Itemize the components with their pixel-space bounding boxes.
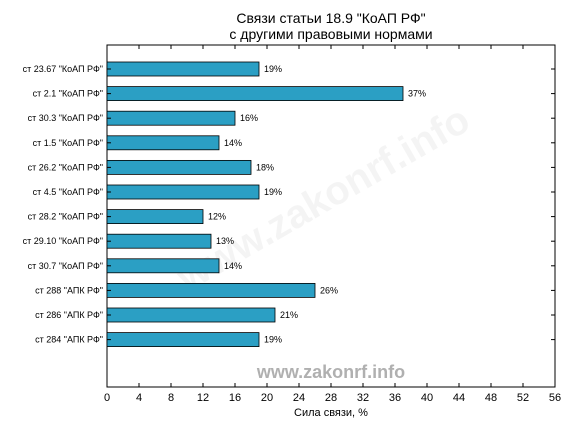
data-label: 26%	[320, 285, 338, 295]
category-label: ст 284 "АПК РФ"	[35, 335, 103, 345]
data-label: 12%	[208, 212, 226, 222]
data-label: 21%	[280, 310, 298, 320]
chart-title-line-1: Связи статьи 18.9 "КоАП РФ"	[236, 10, 425, 26]
bar	[106, 332, 260, 348]
x-tick-label: 24	[293, 392, 305, 404]
bar	[106, 86, 404, 101]
chart-title-line-2: с другими правовыми нормами	[229, 26, 432, 42]
x-tick-label: 44	[453, 392, 465, 404]
x-axis-label: Сила связи, %	[294, 407, 368, 419]
x-tick-label: 40	[421, 392, 433, 404]
bar	[106, 282, 316, 298]
bar	[106, 110, 236, 126]
x-tick-label: 52	[517, 392, 529, 404]
bar	[106, 61, 260, 77]
x-tick-label: 48	[485, 392, 497, 404]
category-label: ст 23.67 "КоАП РФ"	[23, 64, 103, 74]
x-tick-label: 0	[104, 392, 110, 404]
x-tick-label: 12	[197, 392, 209, 404]
x-tick-label: 20	[261, 392, 273, 404]
bar	[106, 209, 204, 225]
category-label: ст 288 "АПК РФ"	[35, 285, 103, 295]
data-label: 37%	[408, 89, 426, 99]
data-label: 19%	[264, 64, 282, 74]
x-tick-label: 36	[389, 392, 401, 404]
bar	[106, 184, 260, 200]
x-tick-label: 32	[357, 392, 369, 404]
data-label: 14%	[224, 138, 242, 148]
x-tick-label: 8	[168, 392, 174, 404]
data-label: 18%	[256, 162, 274, 172]
category-label: ст 1.5 "КоАП РФ"	[33, 138, 103, 148]
site-watermark: www.zakonrf.info	[256, 362, 405, 382]
category-label: ст 26.2 "КоАП РФ"	[28, 162, 103, 172]
category-label: ст 29.10 "КоАП РФ"	[23, 236, 103, 246]
category-label: ст 286 "АПК РФ"	[35, 310, 103, 320]
data-label: 19%	[264, 335, 282, 345]
bar	[106, 159, 252, 175]
x-ticks-group: 0 4 8 12 16 20 24 28 32 36 40 44 48 52 56	[104, 45, 561, 404]
data-label: 13%	[216, 236, 234, 246]
x-tick-label: 28	[325, 392, 337, 404]
bars-group: ст 23.67 "КоАП РФ" 19% ст 2.1 "КоАП РФ" 37%…	[23, 61, 555, 348]
category-label: ст 2.1 "КоАП РФ"	[33, 89, 103, 99]
data-label: 14%	[224, 261, 242, 271]
x-tick-label: 4	[136, 392, 142, 404]
data-label: 16%	[240, 113, 258, 123]
x-tick-label: 56	[549, 392, 561, 404]
bar	[106, 258, 220, 274]
category-label: ст 30.7 "КоАП РФ"	[28, 261, 103, 271]
x-tick-label: 16	[229, 392, 241, 404]
bar	[106, 307, 276, 323]
category-label: ст 30.3 "КоАП РФ"	[28, 113, 103, 123]
category-label: ст 4.5 "КоАП РФ"	[33, 187, 103, 197]
category-label: ст 28.2 "КоАП РФ"	[28, 212, 103, 222]
bar	[106, 135, 220, 151]
data-label: 19%	[264, 187, 282, 197]
bar	[106, 233, 212, 249]
